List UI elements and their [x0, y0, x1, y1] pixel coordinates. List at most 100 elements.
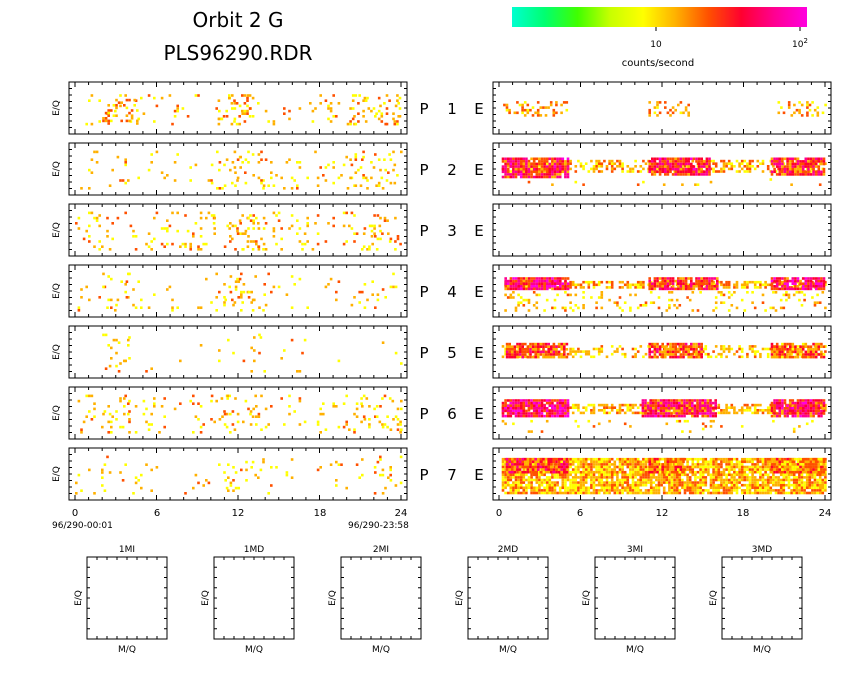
heat-cell — [127, 344, 130, 347]
heat-cell — [124, 211, 127, 215]
heat-cell — [303, 338, 307, 342]
heat-cell — [512, 291, 515, 294]
heat-cell — [577, 403, 580, 407]
heat-cell — [770, 409, 774, 413]
heat-cell — [808, 108, 812, 112]
heat-cell — [558, 409, 562, 413]
heat-cell — [786, 414, 789, 418]
heat-cell — [790, 183, 793, 186]
heat-cell — [592, 280, 596, 284]
heat-cell — [669, 277, 672, 280]
heat-cell — [501, 465, 505, 469]
heat-cell — [600, 170, 604, 173]
heat-cell — [150, 240, 153, 243]
heat-cell — [746, 165, 749, 168]
left-panel-p5: E/Q — [52, 325, 408, 379]
heat-cell — [532, 407, 536, 410]
heat-cell — [788, 353, 792, 356]
heat-cell — [786, 353, 789, 356]
heat-cell — [807, 277, 810, 280]
heat-cell — [634, 286, 637, 289]
heat-cell — [766, 347, 770, 351]
heat-cell — [385, 122, 389, 126]
heat-cell — [332, 405, 335, 408]
heat-cell — [770, 160, 774, 163]
heat-cell — [577, 347, 580, 351]
heat-cell — [756, 286, 760, 289]
heat-cell — [184, 242, 187, 246]
heat-cell — [257, 412, 261, 416]
heat-cell — [801, 165, 805, 168]
heat-cell — [531, 348, 535, 351]
heat-cell — [140, 298, 143, 302]
heat-cell — [720, 283, 723, 287]
panel-grid: E/Q P 1 EE/Q P 2 EE/Q P 3 EE/Q P 4 EE/Q P 5 EE/Q P 6 EE/Q P… — [52, 81, 832, 501]
heat-cell — [618, 296, 622, 299]
heat-cell — [532, 160, 536, 163]
heat-cell — [634, 355, 637, 359]
heat-cell — [530, 407, 533, 410]
heat-cell — [553, 157, 557, 161]
heat-cell — [123, 405, 126, 408]
heat-cell — [288, 117, 291, 121]
heat-cell — [687, 348, 690, 351]
heat-cell — [807, 170, 810, 174]
heat-cell — [653, 157, 657, 161]
heat-cell — [788, 165, 792, 168]
heat-cell — [543, 160, 546, 163]
heat-cell — [794, 157, 797, 161]
heat-cell — [171, 306, 174, 309]
heat-cell — [705, 282, 709, 285]
heat-cell — [786, 165, 789, 168]
heat-cell — [255, 216, 258, 220]
heat-cell — [552, 342, 556, 346]
heat-cell — [329, 120, 333, 123]
heat-cell — [231, 94, 234, 97]
heat-cell — [566, 175, 570, 179]
heat-cell — [392, 112, 395, 115]
heat-cell — [733, 411, 736, 415]
heat-cell — [705, 157, 709, 161]
heat-cell — [661, 157, 664, 161]
heat-cell — [751, 350, 754, 353]
heat-cell — [791, 345, 795, 348]
heat-cell — [546, 287, 549, 291]
heat-cell — [704, 347, 708, 351]
heat-cell — [232, 489, 235, 492]
heat-cell — [348, 428, 351, 431]
heat-cell — [527, 401, 531, 405]
heat-cell — [701, 407, 704, 410]
heat-cell — [693, 399, 697, 402]
heat-cell — [504, 491, 507, 495]
right-panel-p1 — [492, 81, 832, 135]
heat-cell — [714, 345, 718, 348]
heat-cell — [522, 304, 526, 307]
heat-cell — [656, 350, 659, 354]
heat-cell — [508, 342, 511, 346]
heat-cell — [705, 165, 709, 168]
heat-cell — [235, 122, 239, 126]
heat-cell — [501, 419, 505, 423]
heat-cell — [623, 301, 627, 304]
heat-cell — [587, 286, 591, 289]
heat-cell — [688, 404, 691, 407]
heat-cell — [232, 479, 235, 482]
heat-cell — [104, 111, 108, 115]
heat-cell — [677, 173, 680, 176]
heat-cell — [145, 370, 148, 373]
heat-cell — [531, 345, 535, 348]
heat-cell — [579, 286, 583, 289]
heat-cell — [720, 355, 723, 359]
heat-cell — [551, 170, 554, 174]
heat-cell — [600, 280, 604, 284]
heat-cell — [530, 399, 533, 402]
heat-cell — [605, 280, 609, 284]
heat-cell — [552, 355, 556, 359]
heat-cell — [506, 404, 510, 407]
heat-cell — [104, 117, 108, 120]
heat-cell — [651, 173, 654, 176]
heat-cell — [634, 159, 637, 163]
heat-cell — [373, 466, 377, 469]
heat-cell — [671, 350, 675, 354]
